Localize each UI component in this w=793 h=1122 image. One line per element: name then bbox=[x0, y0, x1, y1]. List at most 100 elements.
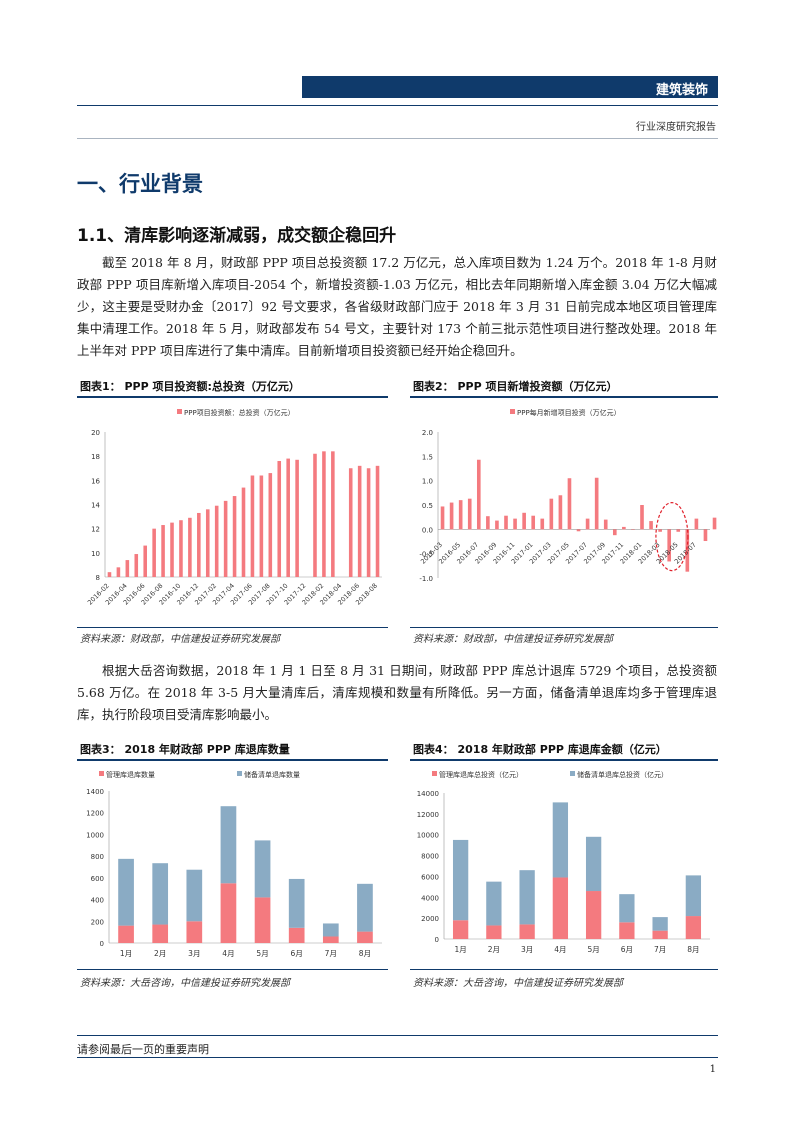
footer-disclaimer: 请参阅最后一页的重要声明 bbox=[77, 1043, 209, 1056]
bar-2017-08 bbox=[594, 477, 599, 530]
bar-2018-03 bbox=[331, 451, 335, 577]
bar-2月-1 bbox=[152, 924, 169, 943]
bar-2017-04 bbox=[232, 496, 237, 577]
y-tick-label: 18 bbox=[91, 453, 100, 461]
y-tick-label: 14 bbox=[91, 502, 100, 510]
bar-2月-1 bbox=[486, 925, 502, 939]
y-tick-label: 1400 bbox=[86, 788, 104, 796]
header-rule-2 bbox=[77, 138, 718, 139]
y-tick-label: 1000 bbox=[86, 831, 104, 839]
legend-label: PPP项目投资额：总投资（万亿元） bbox=[184, 408, 295, 417]
bar-7月-2 bbox=[652, 917, 668, 931]
highlight-ellipse bbox=[655, 502, 689, 572]
bar-5月-1 bbox=[585, 891, 602, 939]
figure-1-bottom-rule bbox=[77, 627, 388, 628]
section-title: 一、行业背景 bbox=[77, 172, 203, 196]
bar-2017-11 bbox=[295, 459, 299, 577]
figure-1-source: 资料来源：财政部，中信建投证券研究发展部 bbox=[80, 634, 280, 645]
x-tick-label: 3月 bbox=[521, 945, 533, 954]
bar-2018-06 bbox=[357, 465, 362, 577]
bar-6月-1 bbox=[619, 922, 635, 939]
bar-2016-11 bbox=[513, 518, 517, 530]
bar-2016-07 bbox=[476, 459, 481, 530]
bar-7月-2 bbox=[322, 923, 339, 937]
footer-rule bbox=[77, 1035, 718, 1036]
y-tick-label: -0.5 bbox=[419, 551, 433, 559]
bar-2017-10 bbox=[612, 529, 617, 536]
y-tick-label: 4000 bbox=[421, 894, 439, 902]
bar-undefined bbox=[712, 517, 717, 530]
bar-4月-1 bbox=[552, 877, 569, 939]
bar-4月-2 bbox=[552, 802, 569, 878]
bar-2018-01 bbox=[313, 453, 317, 577]
x-tick-label: 8月 bbox=[359, 949, 371, 958]
bar-2016-05 bbox=[134, 554, 139, 577]
bar-8月-2 bbox=[685, 875, 702, 917]
x-tick-label: 7月 bbox=[654, 945, 666, 954]
header-band: 建筑装饰 bbox=[302, 76, 718, 98]
y-tick-label: 12 bbox=[91, 526, 100, 534]
bar-2016-12 bbox=[197, 512, 201, 577]
legend-label-2: 储备清单退库数量 bbox=[244, 770, 300, 779]
y-tick-label: 0 bbox=[100, 940, 104, 948]
bar-6月-1 bbox=[288, 927, 305, 943]
bar-2018-08 bbox=[703, 529, 708, 542]
bar-4月-1 bbox=[220, 883, 237, 943]
x-tick-label: 6月 bbox=[621, 945, 633, 954]
bar-2017-07 bbox=[585, 518, 590, 530]
bar-7月-1 bbox=[322, 936, 339, 943]
figure-2-title: 图表2： PPP 项目新增投资额（万亿元） bbox=[413, 380, 618, 393]
bar-8月-1 bbox=[357, 931, 373, 943]
y-tick-label: 12000 bbox=[417, 811, 439, 819]
y-tick-label: 16 bbox=[91, 477, 100, 485]
bar-1月-2 bbox=[118, 858, 134, 926]
bar-2016-08 bbox=[486, 516, 490, 530]
x-tick-label: 6月 bbox=[291, 949, 303, 958]
x-tick-label: 1月 bbox=[454, 945, 466, 954]
legend-swatch-1 bbox=[99, 771, 104, 776]
x-tick-label: 2月 bbox=[154, 949, 166, 958]
y-tick-label: 10000 bbox=[417, 832, 439, 840]
footer-rule-2 bbox=[77, 1057, 718, 1058]
y-tick-label: 2.0 bbox=[422, 429, 433, 437]
y-tick-label: 14000 bbox=[417, 790, 439, 798]
y-tick-label: 8000 bbox=[421, 853, 439, 861]
bar-2月-2 bbox=[152, 863, 169, 925]
bar-2017-01 bbox=[531, 515, 536, 530]
y-tick-label: 6000 bbox=[421, 873, 439, 881]
x-tick-label: 4月 bbox=[222, 949, 234, 958]
bar-8月-1 bbox=[685, 916, 702, 939]
bar-2018-07 bbox=[694, 518, 699, 530]
figure-2-source: 资料来源：财政部，中信建投证券研究发展部 bbox=[413, 634, 613, 645]
bar-2017-08 bbox=[268, 473, 273, 577]
figure-3-title: 图表3： 2018 年财政部 PPP 库退库数量 bbox=[80, 743, 290, 756]
legend-label-1: 管理库退库数量 bbox=[106, 770, 155, 779]
bar-3月-1 bbox=[519, 924, 535, 939]
bar-2017-09 bbox=[277, 461, 282, 577]
figure-3-bottom-rule bbox=[77, 969, 388, 970]
subsection-title: 1.1、清库影响逐渐减弱，成交额企稳回升 bbox=[77, 226, 397, 246]
figure-3-source: 资料来源：大岳咨询，中信建投证券研究发展部 bbox=[80, 978, 290, 989]
y-tick-label: 400 bbox=[91, 897, 104, 905]
x-tick-label: 5月 bbox=[256, 949, 268, 958]
bar-2016-10 bbox=[179, 520, 183, 577]
bar-2018-02 bbox=[649, 521, 653, 530]
bar-5月-2 bbox=[254, 840, 271, 898]
legend-swatch-2 bbox=[570, 771, 575, 776]
y-tick-label: 20 bbox=[91, 429, 100, 437]
bar-2018-05 bbox=[348, 468, 353, 577]
bar-1月-2 bbox=[452, 839, 469, 921]
bar-2016-05 bbox=[458, 500, 463, 530]
y-tick-label: 10 bbox=[91, 550, 100, 558]
y-tick-label: 0.0 bbox=[422, 526, 433, 534]
y-tick-label: 1.5 bbox=[422, 453, 433, 461]
y-tick-label: 600 bbox=[91, 875, 104, 883]
bar-2016-11 bbox=[188, 517, 192, 577]
legend-label-2: 储备清单退库总投资（亿元） bbox=[577, 770, 668, 779]
body-paragraph-1: 截至 2018 年 8 月，财政部 PPP 项目总投资额 17.2 万亿元，总入… bbox=[77, 255, 717, 358]
x-tick-label: 3月 bbox=[188, 949, 200, 958]
bar-5月-1 bbox=[254, 897, 271, 943]
bar-2018-06 bbox=[685, 529, 690, 572]
sector-name: 建筑装饰 bbox=[655, 83, 708, 98]
figure-1-title: 图表1： PPP 项目投资额:总投资（万亿元） bbox=[80, 380, 300, 393]
